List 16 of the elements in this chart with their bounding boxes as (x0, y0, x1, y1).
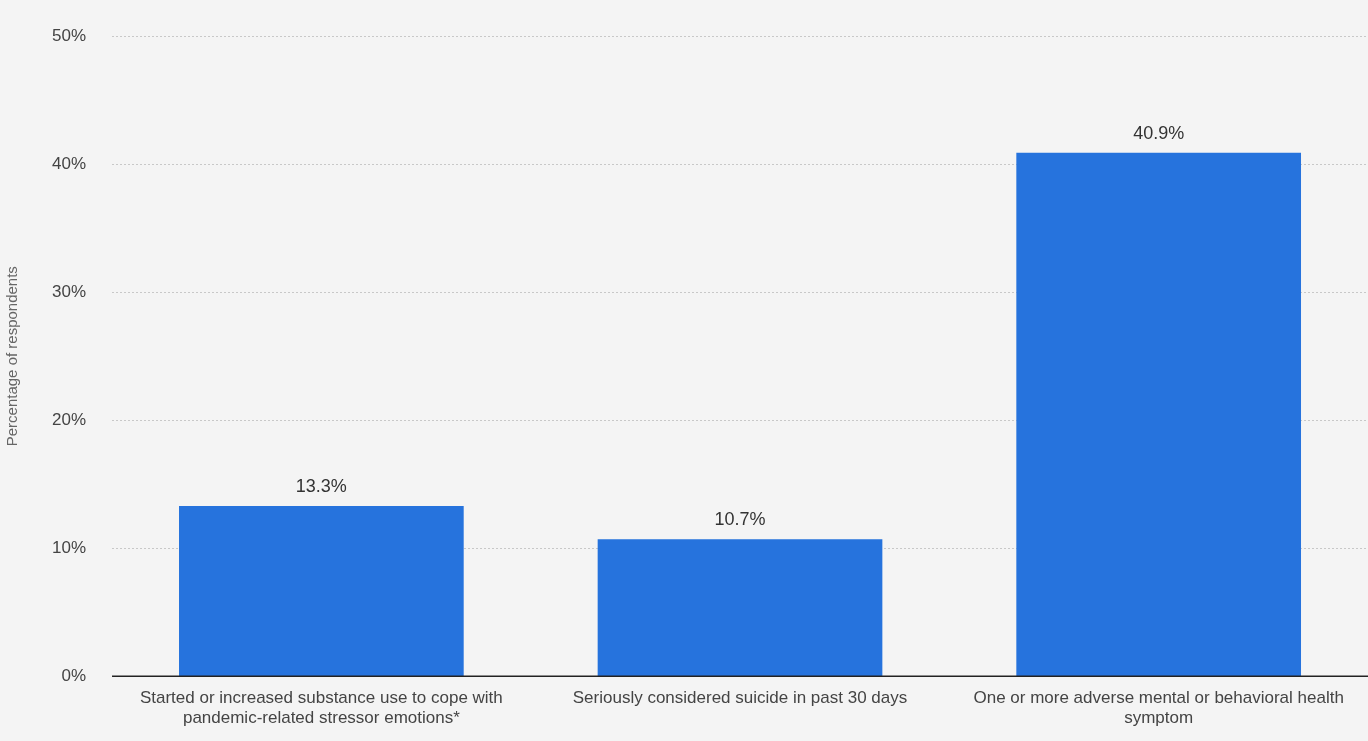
x-tick-label: Seriously considered suicide in past 30 days (572, 688, 908, 708)
y-tick-label: 0% (61, 665, 87, 685)
bar (179, 505, 464, 677)
data-label: 10.7% (714, 509, 766, 530)
y-tick-label: 50% (51, 25, 87, 45)
y-axis-title: Percentage of respondents (3, 266, 21, 447)
data-label: 13.3% (295, 475, 347, 496)
y-tick-label: 30% (51, 281, 87, 301)
bar (597, 539, 883, 677)
x-tick-label: One or more adverse mental or behavioral health symptom (973, 688, 1344, 728)
y-tick-label: 20% (51, 409, 87, 429)
y-tick-label: 10% (51, 537, 87, 557)
y-tick-label: 40% (51, 153, 87, 173)
x-tick-label: Started or increased substance use to cope with pandemic-related stressor emotions* (139, 688, 503, 728)
data-label: 40.9% (1133, 122, 1185, 143)
bar (1016, 152, 1302, 677)
